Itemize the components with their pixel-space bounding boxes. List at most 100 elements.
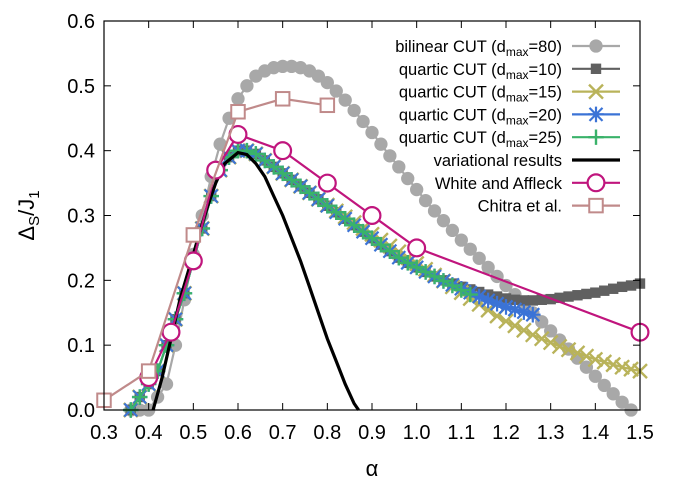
y-tick-label: 0.6 [67, 11, 95, 33]
x-tick-label: 1.4 [581, 422, 609, 444]
x-tick-label: 1.3 [537, 422, 565, 444]
data-point [317, 173, 337, 193]
x-tick-label: 1.2 [492, 422, 520, 444]
legend-label: White and Affleck [435, 175, 563, 193]
data-point [132, 389, 148, 405]
x-tick-label: 1.0 [403, 422, 431, 444]
legend-entry: bilinear CUT (dmax=80) [395, 38, 620, 59]
data-point [426, 268, 443, 285]
data-point [407, 238, 427, 258]
legend-label: quartic CUT (dmax=15) [399, 84, 562, 105]
data-point [356, 114, 370, 129]
legend-label: bilinear CUT (dmax=80) [395, 38, 562, 59]
data-point [588, 197, 604, 214]
data-point [524, 326, 541, 343]
data-point [161, 322, 181, 342]
data-point [248, 146, 264, 162]
data-point [445, 223, 460, 238]
data-point [588, 106, 604, 123]
legend-label: quartic CUT (dmax=25) [399, 129, 562, 150]
y-tick-label: 0.1 [67, 335, 95, 357]
legend-entry: quartic CUT (dmax=10) [399, 61, 620, 82]
data-point [498, 313, 514, 330]
data-point [453, 282, 470, 298]
data-point [301, 185, 318, 201]
legend-label: quartic CUT (dmax=10) [399, 61, 562, 82]
data-point [401, 171, 415, 186]
data-point [400, 255, 416, 271]
data-point [569, 345, 586, 361]
x-tick-label: 1.5 [626, 422, 654, 444]
data-point [518, 295, 530, 306]
data-point [533, 330, 550, 347]
data-point [471, 288, 487, 305]
y-tick-label: 0.4 [67, 141, 95, 163]
data-point [408, 259, 425, 276]
x-tick-label: 0.8 [313, 422, 341, 444]
x-axis-label: α [366, 456, 379, 481]
data-point [292, 178, 309, 195]
series-4 [123, 142, 478, 418]
data-point [599, 285, 610, 296]
legend-entry: Chitra et al. [478, 198, 620, 216]
data-point [436, 214, 451, 228]
data-point [516, 322, 532, 339]
data-point [507, 301, 523, 318]
y-axis-label-sub1: S [26, 216, 43, 226]
data-point [590, 287, 601, 298]
data-point [563, 291, 574, 302]
data-point [337, 211, 353, 227]
legend-entry: variational results [434, 152, 620, 170]
data-point [581, 288, 592, 300]
data-point [435, 273, 452, 289]
legend-entry: quartic CUT (dmax=20) [399, 106, 620, 127]
data-point [536, 294, 547, 305]
series-line [147, 133, 641, 379]
x-tick-label: 0.5 [179, 422, 207, 444]
data-point [587, 351, 604, 368]
data-point [608, 283, 619, 294]
y-axis-label-main: Δ [14, 226, 39, 241]
data-point [588, 129, 604, 145]
data-point [213, 137, 227, 151]
data-point [392, 160, 406, 174]
data-point [572, 290, 583, 301]
x-tick-label: 0.4 [135, 422, 163, 444]
data-point [240, 79, 254, 93]
data-point [355, 224, 371, 240]
data-point [347, 103, 361, 118]
data-point [319, 97, 336, 114]
data-point [625, 280, 637, 291]
data-point [338, 93, 352, 107]
data-point [516, 304, 532, 320]
data-point [231, 92, 245, 106]
x-tick-label: 0.6 [224, 422, 252, 444]
data-point [274, 91, 291, 107]
data-point [417, 264, 434, 280]
x-tick-label: 1.1 [447, 422, 475, 444]
data-point [310, 191, 327, 207]
data-point [606, 387, 620, 401]
data-point [329, 84, 343, 98]
legend-entry: White and Affleck [435, 173, 620, 193]
data-point [500, 293, 512, 304]
data-point [525, 306, 541, 323]
data-point [373, 236, 389, 253]
legend: bilinear CUT (dmax=80)quartic CUT (dmax=… [395, 38, 620, 216]
data-point [364, 230, 380, 246]
y-axis-label-sub2: 1 [26, 190, 43, 198]
data-point [507, 317, 523, 334]
data-point [273, 141, 293, 161]
data-point [444, 277, 461, 294]
series-5 [151, 150, 360, 411]
data-point [274, 165, 291, 182]
data-point [185, 227, 202, 243]
data-point [319, 198, 336, 214]
data-point [586, 173, 606, 193]
series-1 [125, 145, 646, 416]
data-point [616, 281, 628, 293]
data-point [454, 233, 468, 247]
data-point [509, 294, 521, 305]
data-point [481, 260, 495, 275]
